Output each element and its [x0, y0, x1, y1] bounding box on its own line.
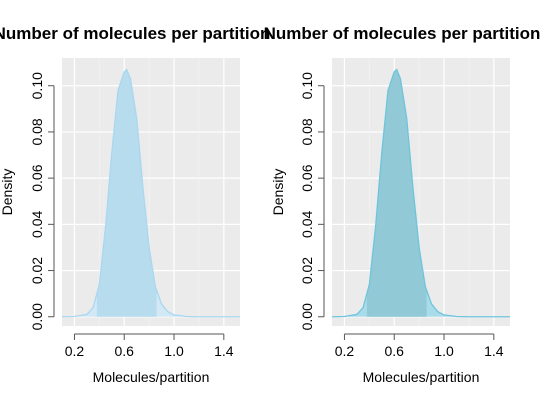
density-area: [331, 68, 510, 318]
y-tick-label: 0.00: [299, 303, 315, 330]
axes: 0.2 0.6 1.0 1.4 0.00 0.02 0.04 0.06 0.08 0.10: [299, 72, 504, 359]
chart-panel-left: 0.2 0.6 1.0 1.4 0.00 0.02 0.04 0.06 0.08 0.10 Num…: [0, 24, 270, 385]
x-tick-label: 1.0: [164, 343, 184, 359]
y-tick-label: 0.02: [299, 257, 315, 284]
y-tick-label: 0.02: [29, 257, 45, 284]
x-tick-label: 1.0: [434, 343, 454, 359]
y-tick-label: 0.00: [29, 303, 45, 330]
x-axis-label: Molecules/partition: [363, 369, 480, 385]
chart-title: Number of molecules per partition: [0, 24, 270, 43]
x-axis-label: Molecules/partition: [93, 369, 210, 385]
chart-title: Number of molecules per partition: [264, 24, 540, 43]
x-tick-label: 1.4: [484, 343, 504, 359]
density-interval-fill: [96, 69, 157, 317]
density-line: [331, 68, 510, 318]
y-tick-label: 0.10: [299, 72, 315, 99]
x-tick-label: 1.4: [214, 343, 234, 359]
x-tick-label: 0.6: [385, 343, 405, 359]
x-tick-label: 0.2: [65, 343, 85, 359]
axes: 0.2 0.6 1.0 1.4 0.00 0.02 0.04 0.06 0.08 0.10: [29, 72, 234, 359]
x-tick-label: 0.2: [335, 343, 355, 359]
chart-panel-right: 0.2 0.6 1.0 1.4 0.00 0.02 0.04 0.06 0.08 0.10 Num…: [264, 24, 540, 385]
y-tick-label: 0.04: [299, 211, 315, 238]
y-tick-label: 0.10: [29, 72, 45, 99]
y-axis-label: Density: [0, 169, 15, 216]
y-tick-label: 0.08: [299, 118, 315, 145]
y-tick-label: 0.06: [29, 164, 45, 191]
y-tick-label: 0.06: [299, 164, 315, 191]
y-axis-label: Density: [270, 169, 286, 216]
x-tick-label: 0.6: [115, 343, 135, 359]
y-tick-label: 0.08: [29, 118, 45, 145]
y-tick-label: 0.04: [29, 211, 45, 238]
grid-lines: [332, 58, 510, 326]
density-interval-fill: [366, 69, 427, 317]
density-line: [61, 68, 240, 318]
density-area: [61, 68, 240, 318]
